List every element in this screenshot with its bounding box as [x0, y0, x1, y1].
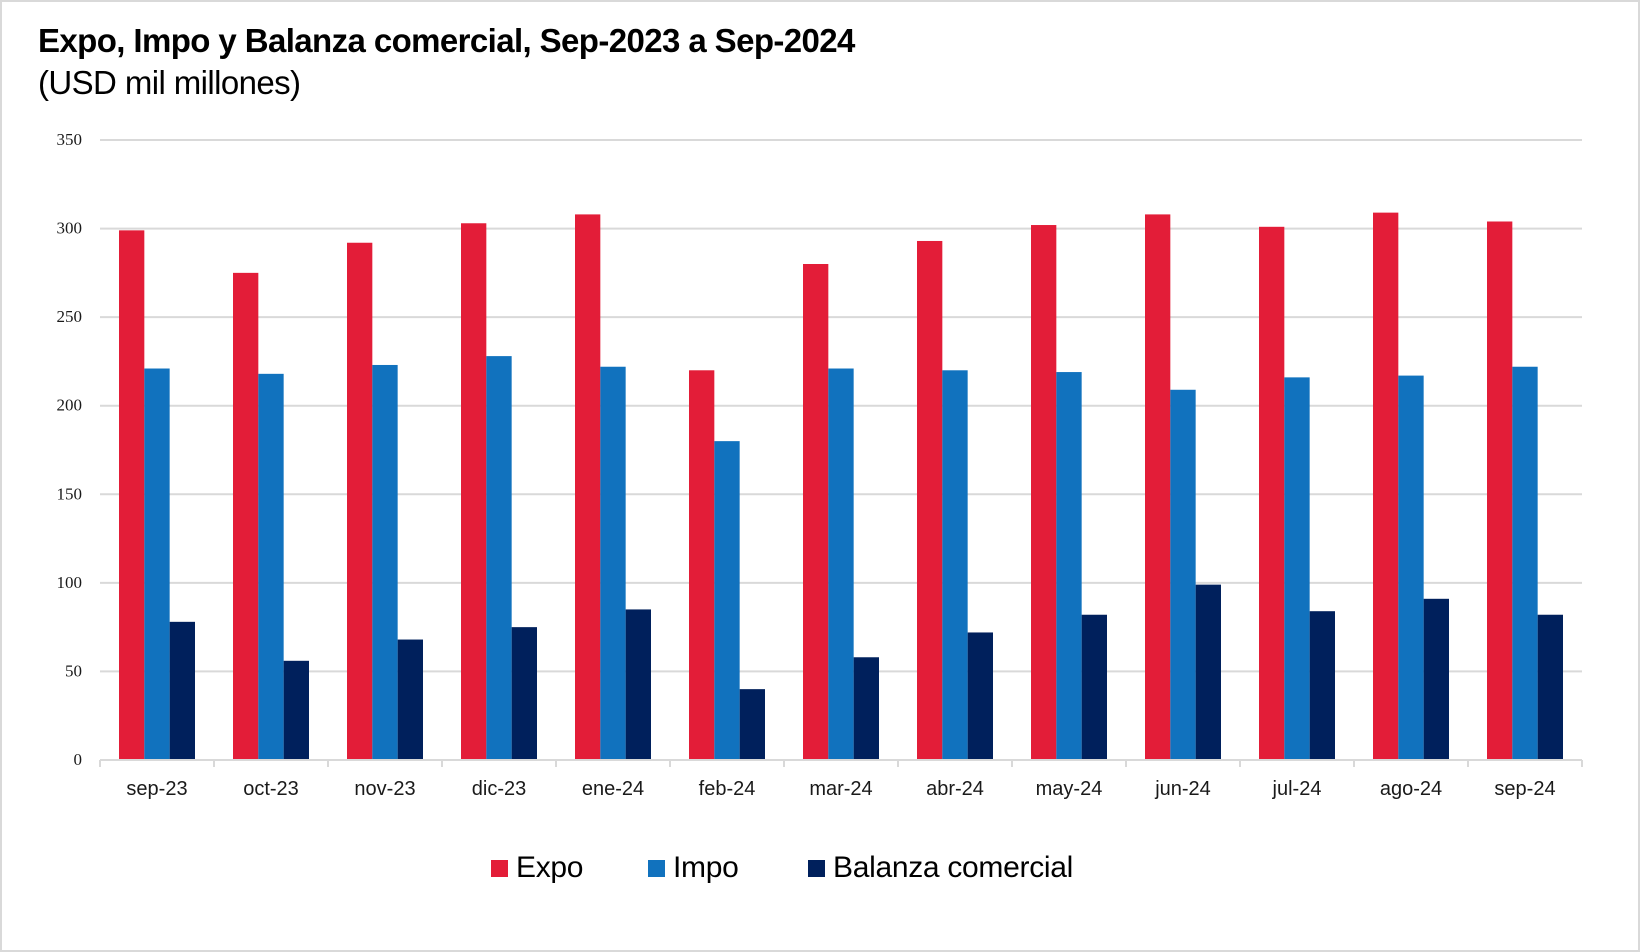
bar-expo-jul-24 — [1259, 226, 1285, 761]
x-tick-label: ago-24 — [1380, 778, 1442, 800]
bar-balanza-comercial-feb-24 — [739, 689, 765, 760]
bar-expo-mar-24 — [803, 264, 829, 760]
x-tick-label: mar-24 — [809, 778, 872, 800]
bar-balanza-comercial-nov-23 — [397, 639, 423, 760]
legend-item-impo: Impo — [648, 846, 739, 890]
x-axis-labels: sep-23 oct-23 nov-23 dic-23 ene-24 feb-24 mar-… — [126, 778, 1555, 800]
y-tick-label: 0 — [74, 750, 83, 769]
x-axis — [99, 759, 1583, 767]
x-tick-label: feb-24 — [699, 778, 756, 800]
bar-balanza-comercial-jun-24 — [1195, 584, 1221, 760]
legend-label: Expo — [516, 851, 584, 884]
bar-expo-may-24 — [1031, 225, 1057, 760]
bar-expo-nov-23 — [347, 242, 373, 761]
bar-impo-jul-24 — [1284, 377, 1310, 760]
legend-item-balanza-comercial: Balanza comercial — [808, 846, 1073, 890]
bar-expo-ene-24 — [575, 214, 601, 760]
y-tick-label: 300 — [57, 219, 83, 238]
legend-swatch — [808, 859, 825, 877]
bar-expo-feb-24 — [689, 370, 715, 760]
bar-expo-abr-24 — [917, 240, 943, 761]
bar-expo-ago-24 — [1373, 212, 1399, 760]
bar-expo-sep-23 — [119, 230, 145, 761]
bars — [119, 212, 1563, 761]
bar-expo-dic-23 — [461, 223, 487, 760]
x-tick-label: nov-23 — [354, 778, 415, 800]
y-tick-label: 50 — [65, 661, 82, 680]
legend-label: Impo — [673, 851, 739, 884]
bar-balanza-comercial-jul-24 — [1309, 611, 1335, 760]
bar-balanza-comercial-sep-23 — [169, 621, 195, 760]
x-tick-label: sep-23 — [126, 778, 187, 800]
bar-balanza-comercial-sep-24 — [1537, 614, 1563, 760]
x-tick-label: oct-23 — [243, 778, 299, 800]
y-tick-label: 350 — [57, 130, 83, 149]
bar-expo-oct-23 — [233, 272, 259, 760]
x-tick-label: ene-24 — [582, 778, 644, 800]
y-tick-label: 250 — [57, 307, 83, 326]
bar-impo-mar-24 — [828, 368, 854, 760]
bar-balanza-comercial-may-24 — [1081, 614, 1107, 760]
bar-impo-jun-24 — [1170, 389, 1196, 760]
bar-impo-abr-24 — [942, 370, 968, 760]
bar-balanza-comercial-abr-24 — [967, 632, 993, 760]
y-tick-label: 150 — [57, 484, 83, 503]
bar-balanza-comercial-mar-24 — [853, 657, 879, 760]
bar-impo-ene-24 — [600, 366, 626, 760]
bar-impo-sep-24 — [1512, 366, 1538, 760]
bar-impo-feb-24 — [714, 441, 740, 760]
bar-impo-dic-23 — [486, 356, 512, 760]
y-tick-label: 200 — [57, 396, 83, 415]
bar-expo-sep-24 — [1487, 221, 1513, 761]
bar-balanza-comercial-dic-23 — [511, 627, 537, 760]
bar-impo-may-24 — [1056, 372, 1082, 760]
legend-label: Balanza comercial — [833, 851, 1074, 884]
bar-balanza-comercial-oct-23 — [283, 660, 309, 760]
legend-swatch — [491, 859, 508, 877]
bar-impo-oct-23 — [258, 373, 284, 760]
x-tick-label: abr-24 — [926, 778, 984, 800]
y-tick-label: 100 — [57, 573, 83, 592]
bar-balanza-comercial-ene-24 — [625, 609, 651, 760]
legend-item-expo: Expo — [491, 846, 583, 890]
bar-impo-ago-24 — [1398, 375, 1424, 760]
legend-swatch — [648, 859, 665, 877]
legend: Expo Impo Balanza comercial — [0, 846, 1640, 890]
bar-impo-nov-23 — [372, 364, 398, 760]
bar-impo-sep-23 — [144, 368, 170, 760]
x-tick-label: may-24 — [1036, 778, 1103, 800]
bar-balanza-comercial-ago-24 — [1423, 598, 1449, 760]
chart-title: Expo, Impo y Balanza comercial, Sep-2023… — [38, 22, 855, 59]
x-tick-label: dic-23 — [472, 778, 526, 800]
x-tick-label: jun-24 — [1154, 778, 1211, 800]
x-tick-label: sep-24 — [1494, 778, 1555, 800]
bar-expo-jun-24 — [1145, 214, 1171, 760]
x-tick-label: jul-24 — [1272, 778, 1322, 800]
chart-subtitle: (USD mil millones) — [38, 64, 301, 101]
y-axis-ticks: 0 50 100 150 200 250 300 350 — [57, 130, 83, 769]
